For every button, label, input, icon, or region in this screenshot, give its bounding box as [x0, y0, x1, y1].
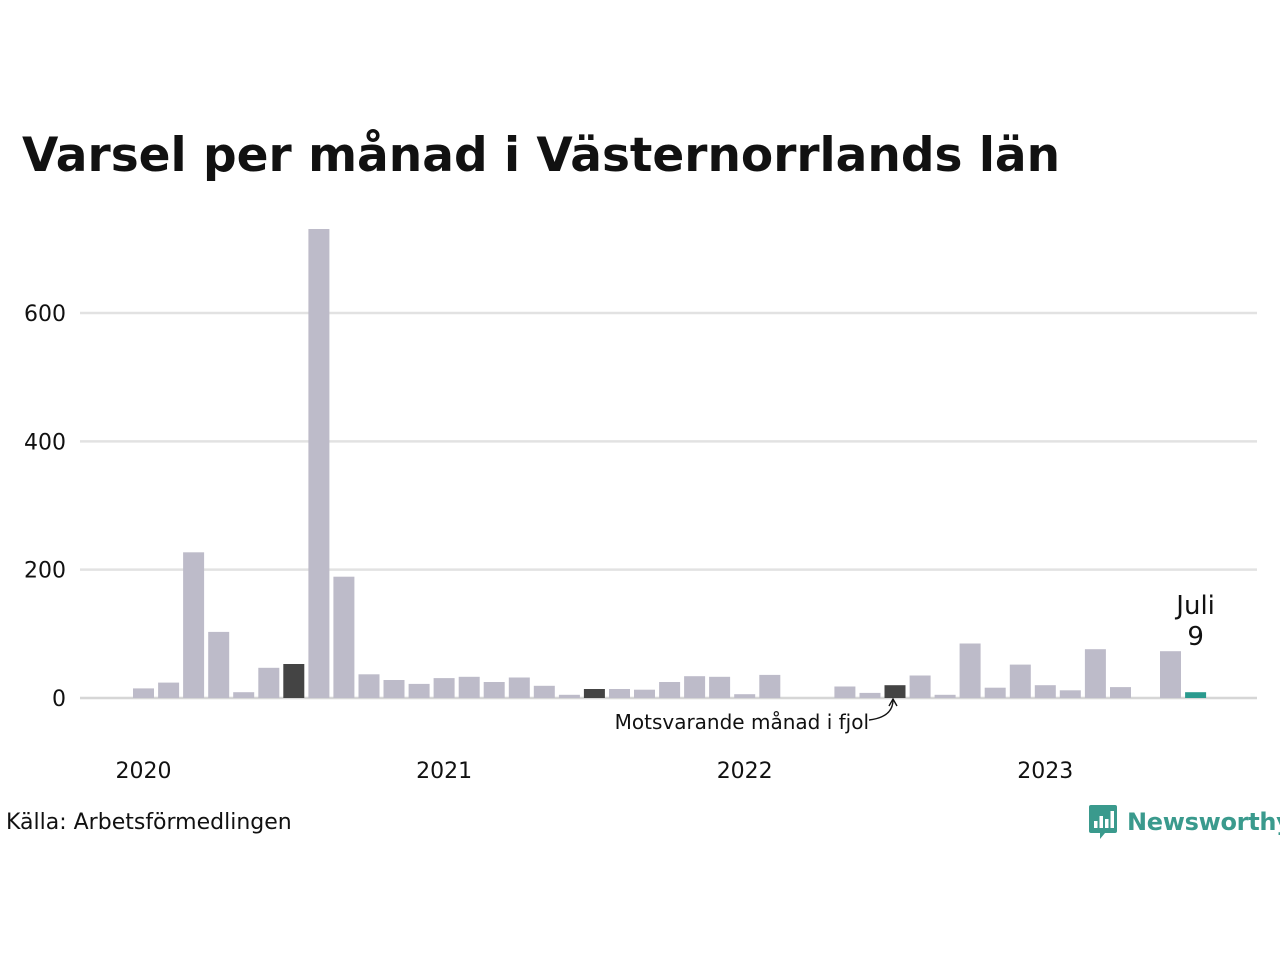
bar [333, 576, 355, 698]
bar [759, 674, 781, 698]
bar [233, 692, 255, 698]
bar [483, 682, 505, 698]
bar [709, 676, 731, 698]
x-tick-label: 2023 [1017, 759, 1073, 784]
x-tick-label: 2022 [717, 759, 773, 784]
bar-same-month-last-year [283, 664, 305, 698]
bar [408, 683, 430, 698]
gridlines [80, 311, 1257, 700]
bar [934, 694, 956, 698]
bar [859, 692, 881, 698]
bar [358, 674, 380, 698]
bar [909, 675, 931, 698]
bar [433, 678, 455, 698]
bar [533, 685, 555, 698]
bar [1160, 651, 1181, 698]
current-month-label: Juli [1174, 591, 1215, 621]
bar [508, 677, 530, 698]
source-note: Källa: Arbetsförmedlingen [6, 810, 292, 835]
bar [308, 229, 330, 698]
bar [1110, 687, 1131, 698]
current-value-label: 9 [1187, 622, 1204, 652]
y-tick-label: 200 [24, 559, 66, 584]
x-axis-ticks: 2020 2021 2022 2023 [116, 759, 1074, 784]
bar [659, 682, 681, 698]
bar-current-month [1185, 692, 1207, 698]
bar [1009, 664, 1031, 698]
bar [734, 694, 756, 698]
bar-same-month-last-year [583, 689, 605, 698]
annotation-text: Motsvarande månad i fjol [615, 710, 869, 734]
bar [634, 689, 655, 698]
bar [258, 667, 280, 698]
bar [383, 680, 405, 698]
newsworthy-logo-icon [1089, 805, 1117, 839]
bar [1034, 685, 1056, 698]
bar [1084, 649, 1106, 698]
bar [959, 643, 981, 698]
y-axis-ticks: 0 200 400 600 [24, 302, 66, 712]
bar [1059, 690, 1081, 698]
newsworthy-logo-text: Newsworthy [1127, 808, 1280, 836]
bar [183, 552, 205, 698]
y-tick-label: 600 [24, 302, 66, 327]
bar [684, 676, 706, 698]
bar [609, 689, 630, 698]
newsworthy-logo[interactable]: Newsworthy [1088, 804, 1280, 840]
y-tick-label: 0 [52, 687, 66, 712]
annotation-arrowhead [888, 697, 898, 707]
bar [158, 682, 180, 698]
bar-same-month-last-year [884, 685, 906, 698]
x-tick-label: 2021 [416, 759, 472, 784]
bar [208, 631, 230, 698]
x-tick-label: 2020 [116, 759, 172, 784]
y-tick-label: 400 [24, 430, 66, 455]
bar [558, 694, 580, 698]
chart-title: Varsel per månad i Västernorrlands län [22, 128, 1061, 183]
bar [984, 687, 1006, 698]
bar [458, 676, 480, 698]
bars [133, 229, 1207, 698]
bar [133, 688, 154, 698]
annotation-arrow [868, 699, 894, 721]
bar [834, 686, 856, 698]
